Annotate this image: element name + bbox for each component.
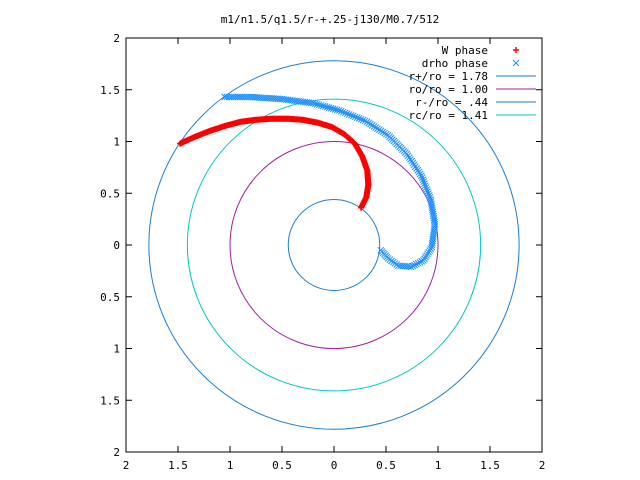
point-1-53 [331, 105, 339, 113]
point-1-110 [421, 180, 428, 187]
reference-circles [148, 60, 520, 430]
x-tick-label: 0 [331, 459, 338, 472]
point-1-51 [327, 104, 335, 112]
legend-label: drho phase [422, 57, 488, 70]
point-1-58 [341, 109, 349, 117]
circle-0 [148, 60, 520, 430]
legend-swatch [512, 59, 520, 67]
point-1-42 [309, 99, 317, 107]
point-1-55 [335, 107, 343, 114]
point-1-112 [422, 184, 430, 191]
circle-1 [229, 141, 439, 349]
x-tick-label: 2 [123, 459, 130, 472]
x-tick-label: 2 [539, 459, 546, 472]
legend-label: W phase [442, 44, 488, 57]
point-1-140 [428, 241, 436, 249]
point-1-108 [419, 176, 427, 183]
point-1-150 [418, 258, 426, 265]
point-1-107 [418, 174, 426, 181]
circle-2 [287, 198, 381, 292]
point-1-63 [351, 113, 359, 121]
series-1 [221, 93, 439, 271]
point-1-161 [397, 262, 404, 270]
point-1-54 [333, 106, 341, 114]
point-1-65 [355, 115, 363, 122]
x-tick-label: 0.5 [376, 459, 396, 472]
y-tick-label: 1.5 [100, 394, 120, 407]
y-tick-label: 0 [113, 239, 120, 252]
point-1-43 [311, 100, 319, 108]
data-series [177, 93, 439, 271]
x-tick-label: 1 [227, 459, 234, 472]
point-1-113 [423, 186, 431, 193]
y-tick-label: 0.5 [100, 187, 120, 200]
point-1-115 [425, 190, 432, 197]
legend-label: r-/ro = .44 [415, 96, 488, 109]
point-1-64 [353, 114, 361, 121]
y-tick-label: 1 [113, 343, 120, 356]
y-tick-label: 2 [113, 446, 120, 459]
point-1-106 [418, 172, 425, 180]
point-1-57 [339, 108, 347, 116]
point-1-41 [307, 99, 315, 107]
axis-ticks: 2 1.5 1 0.5 0 0.5 1 1.5 221.510.500.511.52 [100, 32, 545, 472]
point-1-67 [359, 116, 367, 124]
circle-3 [186, 98, 482, 392]
point-1-151 [416, 258, 424, 266]
point-1-52 [329, 105, 337, 113]
point-1-116 [425, 192, 433, 199]
point-1-46 [317, 102, 325, 109]
legend-swatch [513, 47, 519, 53]
legend-label: r+/ro = 1.78 [409, 70, 488, 83]
point-1-66 [357, 115, 365, 123]
point-1-60 [345, 111, 353, 118]
point-1-44 [313, 100, 321, 108]
point-1-117 [426, 194, 434, 201]
point-1-153 [412, 260, 420, 268]
point-1-114 [424, 188, 431, 195]
chart-title: m1/n1.5/q1.5/r-+.25-j130/M0.7/512 [221, 13, 440, 26]
point-1-56 [337, 107, 345, 115]
y-tick-label: 1.5 [100, 84, 120, 97]
x-tick-label: 1 [435, 459, 442, 472]
legend-label: rc/ro = 1.41 [409, 109, 488, 122]
x-tick-label: 0.5 [272, 459, 292, 472]
point-1-152 [414, 259, 422, 267]
point-1-154 [411, 261, 418, 269]
point-1-149 [420, 257, 427, 264]
point-1-59 [343, 110, 351, 117]
point-1-62 [349, 112, 357, 120]
point-1-61 [347, 111, 355, 119]
series-0 [177, 115, 372, 211]
y-tick-label: 0.5 [100, 291, 120, 304]
y-tick-label: 1 [113, 136, 120, 149]
point-1-50 [325, 104, 333, 112]
point-1-111 [421, 182, 429, 189]
x-tick-label: 1.5 [480, 459, 500, 472]
y-tick-label: 2 [113, 32, 120, 45]
point-1-109 [420, 178, 428, 185]
point-1-45 [315, 101, 323, 109]
x-tick-label: 1.5 [168, 459, 188, 472]
point-0-221 [358, 204, 365, 211]
legend-label: ro/ro = 1.00 [409, 83, 488, 96]
point-1-47 [319, 102, 327, 110]
point-1-48 [321, 103, 329, 110]
point-1-49 [323, 103, 331, 111]
point-1-174 [377, 246, 385, 254]
